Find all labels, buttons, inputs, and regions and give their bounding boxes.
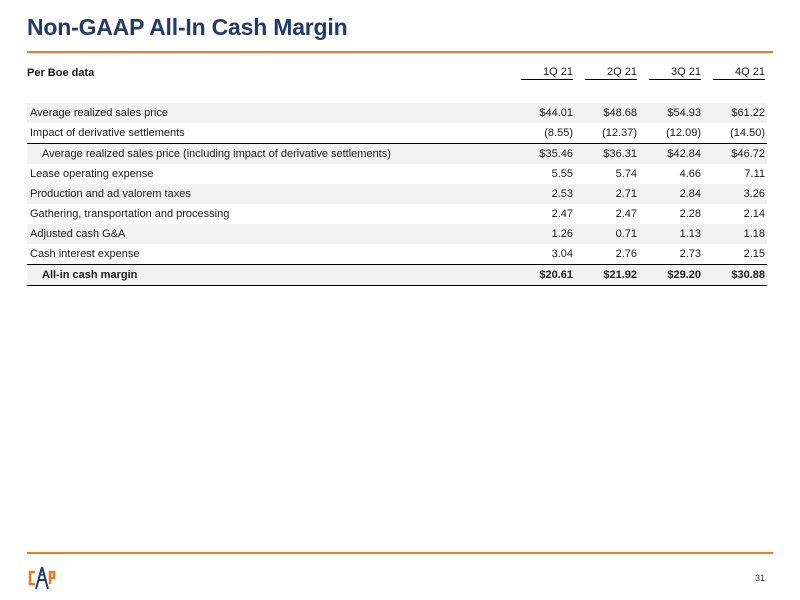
cell-value: $35.46 bbox=[511, 143, 575, 164]
row-label: Average realized sales price bbox=[27, 103, 511, 123]
cell-value: 5.74 bbox=[615, 168, 637, 180]
cell-value: 4.66 bbox=[679, 168, 701, 180]
cell-value: $36.31 bbox=[575, 143, 639, 164]
quarter-header: 2Q 21 bbox=[575, 63, 639, 83]
table-row: Average realized sales price $44.01 $48.… bbox=[27, 103, 767, 123]
table-row: Adjusted cash G&A 1.26 0.71 1.13 1.18 bbox=[27, 224, 767, 244]
page-number: 31 bbox=[754, 573, 765, 583]
cell-value: 2.73 bbox=[679, 248, 701, 260]
row-label: Adjusted cash G&A bbox=[27, 224, 511, 244]
cell-value: $20.61 bbox=[511, 264, 575, 286]
cell-value: (14.50) bbox=[730, 127, 765, 139]
cell-value: 2.14 bbox=[743, 208, 765, 220]
subtotal-row: Average realized sales price (including … bbox=[27, 143, 767, 164]
cell-value: 2.53 bbox=[511, 184, 575, 204]
cell-value: (12.37) bbox=[602, 127, 637, 139]
cell-value: 2.28 bbox=[679, 208, 701, 220]
header-label: Per Boe data bbox=[27, 67, 95, 79]
cell-value: 2.76 bbox=[615, 248, 637, 260]
cell-value: $21.92 bbox=[575, 264, 639, 286]
row-label: Lease operating expense bbox=[30, 168, 154, 180]
table-row: Lease operating expense 5.55 5.74 4.66 7… bbox=[27, 164, 767, 184]
page-title: Non-GAAP All-In Cash Margin bbox=[27, 14, 348, 40]
row-label: Production and ad valorem taxes bbox=[27, 184, 511, 204]
cell-value: 1.13 bbox=[639, 224, 703, 244]
cell-value: $61.22 bbox=[703, 103, 767, 123]
row-label: All-in cash margin bbox=[27, 264, 511, 286]
cell-value: $42.84 bbox=[639, 143, 703, 164]
cell-value: 1.26 bbox=[511, 224, 575, 244]
cell-value: 2.71 bbox=[575, 184, 639, 204]
cell-value: $29.20 bbox=[639, 264, 703, 286]
cell-value: 3.26 bbox=[703, 184, 767, 204]
cell-value: 5.55 bbox=[551, 168, 573, 180]
cell-value: $30.88 bbox=[703, 264, 767, 286]
spacer-row bbox=[27, 83, 767, 103]
quarter-header: 1Q 21 bbox=[511, 63, 575, 83]
bottom-divider bbox=[27, 552, 773, 554]
cell-value: (12.09) bbox=[666, 127, 701, 139]
cell-value: 2.84 bbox=[639, 184, 703, 204]
cell-value: $44.01 bbox=[511, 103, 575, 123]
table-row: Impact of derivative settlements (8.55) … bbox=[27, 123, 767, 144]
top-divider bbox=[27, 51, 773, 53]
row-label: Gathering, transportation and processing bbox=[30, 208, 230, 220]
table-row: Gathering, transportation and processing… bbox=[27, 204, 767, 224]
cell-value: 0.71 bbox=[575, 224, 639, 244]
cell-value: 7.11 bbox=[744, 168, 765, 180]
cell-value: 2.15 bbox=[743, 248, 765, 260]
cell-value: $54.93 bbox=[639, 103, 703, 123]
table-header-row: Per Boe data 1Q 21 2Q 21 3Q 21 4Q 21 bbox=[27, 63, 767, 83]
cdev-logo-icon bbox=[27, 565, 57, 591]
cell-value: 2.47 bbox=[551, 208, 573, 220]
row-label: Average realized sales price (including … bbox=[27, 143, 511, 164]
cash-margin-table: Per Boe data 1Q 21 2Q 21 3Q 21 4Q 21 Ave… bbox=[27, 63, 767, 286]
table-row: Production and ad valorem taxes 2.53 2.7… bbox=[27, 184, 767, 204]
cell-value: $48.68 bbox=[575, 103, 639, 123]
quarter-header: 4Q 21 bbox=[703, 63, 767, 83]
row-label: Impact of derivative settlements bbox=[30, 127, 185, 139]
cell-value: $46.72 bbox=[703, 143, 767, 164]
row-label: Cash interest expense bbox=[30, 248, 140, 260]
cell-value: 1.18 bbox=[703, 224, 767, 244]
cell-value: 3.04 bbox=[551, 248, 573, 260]
cell-value: 2.47 bbox=[615, 208, 637, 220]
total-row: All-in cash margin $20.61 $21.92 $29.20 … bbox=[27, 264, 767, 286]
table-row: Cash interest expense 3.04 2.76 2.73 2.1… bbox=[27, 244, 767, 265]
cell-value: (8.55) bbox=[544, 127, 573, 139]
quarter-header: 3Q 21 bbox=[639, 63, 703, 83]
